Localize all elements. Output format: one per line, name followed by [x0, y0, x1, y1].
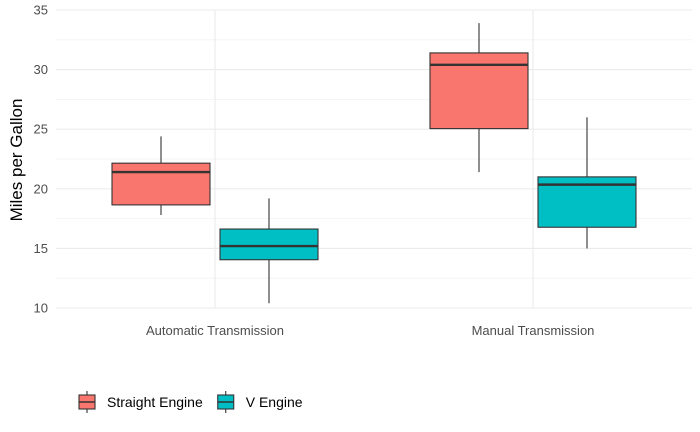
x-axis-ticks: Automatic Transmission Manual Transmissio…	[146, 323, 594, 338]
x-tick-label: Automatic Transmission	[146, 323, 284, 338]
legend-label: Straight Engine	[107, 394, 203, 410]
box-straight-engine-1	[429, 23, 529, 173]
x-tick-label: Manual Transmission	[472, 323, 595, 338]
y-tick-label: 35	[34, 3, 48, 18]
legend-item: Straight Engine	[78, 391, 203, 413]
y-axis-ticks: 10 15 20 25 30 35	[34, 3, 48, 316]
box-iqr	[219, 228, 319, 261]
box-plots	[111, 23, 637, 304]
y-axis-title: Miles per Gallon	[7, 99, 26, 222]
y-tick-label: 25	[34, 122, 48, 137]
y-tick-label: 15	[34, 241, 48, 256]
box-iqr	[111, 162, 211, 206]
box-v-engine-1	[537, 117, 637, 249]
box-straight-engine-0	[111, 136, 211, 216]
y-tick-label: 20	[34, 181, 48, 196]
box-v-engine-0	[219, 198, 319, 304]
grid-lines	[56, 9, 692, 309]
legend-label: V Engine	[246, 394, 303, 410]
y-tick-label: 10	[34, 301, 48, 316]
y-tick-label: 30	[34, 62, 48, 77]
legend-item: V Engine	[217, 391, 303, 413]
legend: Straight Engine V Engine	[78, 391, 303, 413]
